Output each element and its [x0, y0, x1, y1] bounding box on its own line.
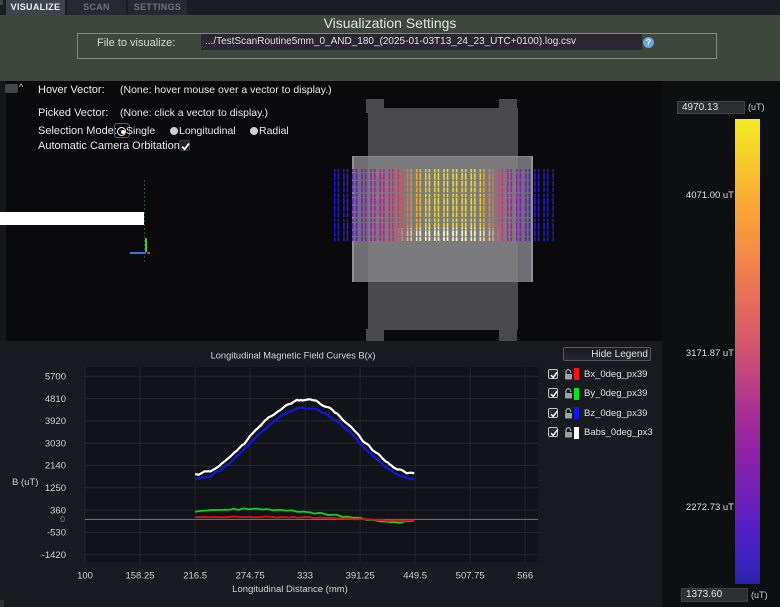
- svg-text:507.75: 507.75: [456, 571, 485, 582]
- svg-text:Longitudinal Distance (mm): Longitudinal Distance (mm): [232, 584, 348, 595]
- svg-text:274.75: 274.75: [236, 571, 265, 582]
- svg-text:4810: 4810: [45, 394, 66, 405]
- svg-text:3920: 3920: [45, 416, 66, 427]
- svg-text:0: 0: [60, 514, 65, 524]
- svg-text:B (uT): B (uT): [12, 477, 38, 488]
- svg-text:158.25: 158.25: [125, 571, 154, 582]
- svg-text:360: 360: [50, 505, 66, 516]
- svg-text:3030: 3030: [45, 438, 66, 449]
- svg-text:-530: -530: [47, 528, 66, 539]
- svg-text:1250: 1250: [45, 483, 66, 494]
- svg-text:100: 100: [77, 571, 93, 582]
- svg-text:333: 333: [297, 571, 313, 582]
- svg-text:449.5: 449.5: [403, 571, 427, 582]
- svg-text:2140: 2140: [45, 461, 66, 472]
- svg-text:Longitudinal Magnetic Field Cu: Longitudinal Magnetic Field Curves B(x): [211, 351, 376, 361]
- svg-text:566: 566: [517, 571, 533, 582]
- svg-text:391.25: 391.25: [346, 571, 375, 582]
- svg-text:-1420: -1420: [42, 550, 66, 561]
- svg-text:216.5: 216.5: [183, 571, 207, 582]
- svg-text:5700: 5700: [45, 372, 66, 383]
